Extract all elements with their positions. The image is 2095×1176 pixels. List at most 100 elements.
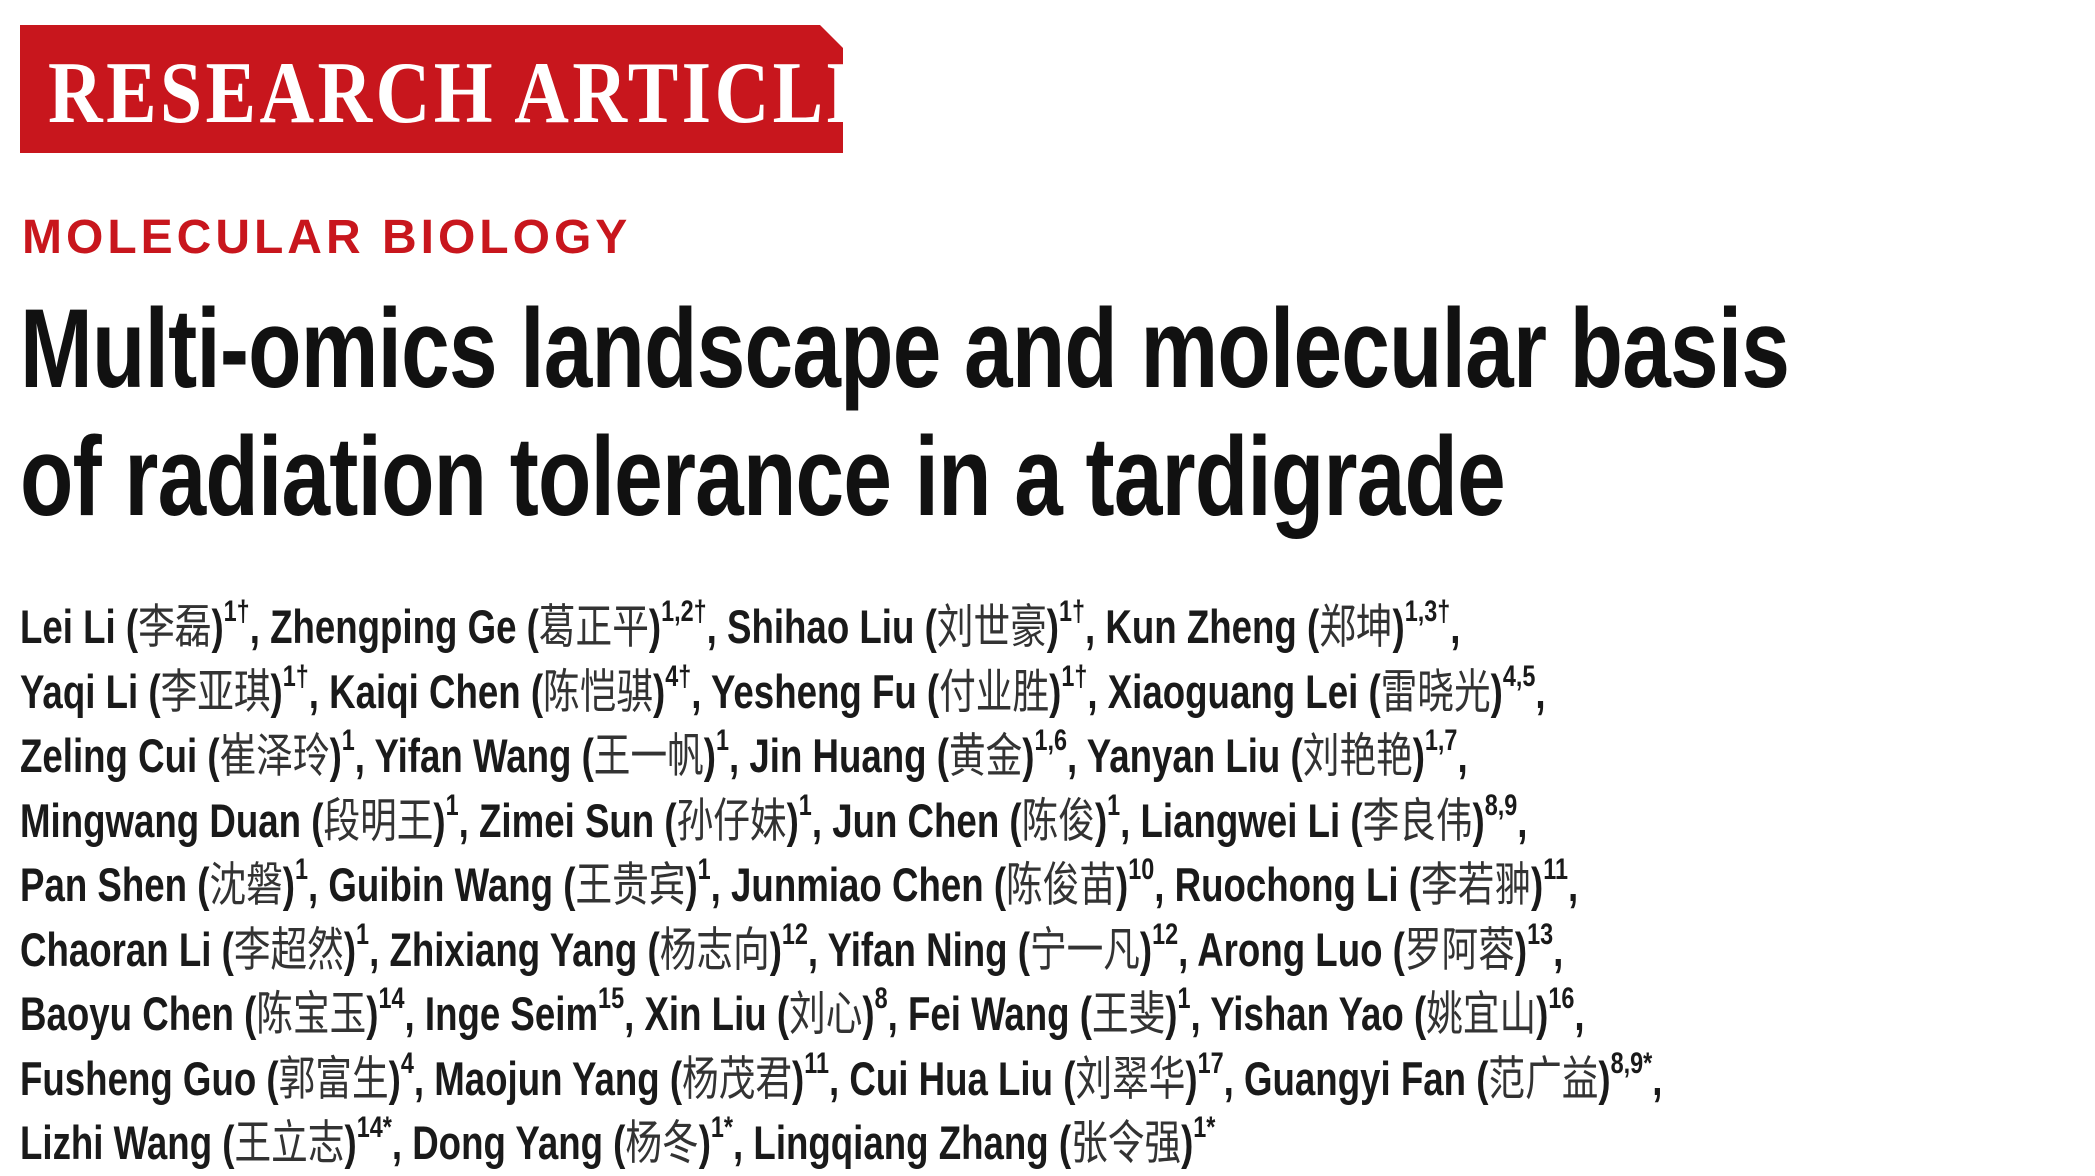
author: Zimei Sun (孙仔妹)1, xyxy=(479,788,833,847)
author-chinese-name: 刘艳艳 xyxy=(1302,729,1413,782)
affiliation-marker: 16 xyxy=(1548,982,1575,1015)
affiliation-marker: 1† xyxy=(1061,659,1088,693)
author-chinese-name: 陈俊苗 xyxy=(1006,858,1117,911)
affiliation-marker: 15 xyxy=(598,982,625,1015)
author-chinese-name: 刘心 xyxy=(789,987,863,1040)
affiliation-marker: 1 xyxy=(341,724,355,757)
author-name: Yanyan Liu xyxy=(1086,729,1281,782)
author: Pan Shen (沈磐)1, xyxy=(20,853,329,912)
author: Xiaoguang Lei (雷晓光)4,5, xyxy=(1107,659,1546,718)
author: Zhixiang Yang (杨志向)12, xyxy=(389,917,828,976)
author-name: Junmiao Chen xyxy=(731,858,984,911)
author: Zhengping Ge (葛正平)1,2†, xyxy=(270,595,728,654)
author-chinese-name: 陈恺骐 xyxy=(543,664,654,718)
affiliation-marker: 1† xyxy=(1058,595,1086,628)
affiliation-marker: 1* xyxy=(710,1111,734,1144)
author-name: Kun Zheng xyxy=(1105,600,1297,653)
affiliation-marker: 17 xyxy=(1197,1046,1224,1080)
article-type-banner: RESEARCH ARTICLE xyxy=(20,25,843,153)
author-chinese-name: 罗阿蓉 xyxy=(1404,922,1515,976)
author-name: Yifan Wang xyxy=(374,729,572,782)
author-chinese-name: 雷晓光 xyxy=(1380,664,1491,718)
author-chinese-name: 葛正平 xyxy=(538,600,649,653)
author-name: Maojun Yang xyxy=(434,1051,660,1105)
author: Lei Li (李磊)1†, xyxy=(20,595,271,654)
author: Liangwei Li (李良伟)8,9, xyxy=(1140,788,1528,847)
author-chinese-name: 付业胜 xyxy=(939,664,1050,718)
affiliation-marker: 4,5 xyxy=(1502,659,1536,693)
author-chinese-name: 杨志向 xyxy=(659,922,770,976)
author-name: Shihao Liu xyxy=(727,600,915,653)
author-chinese-name: 姚宜山 xyxy=(1426,987,1537,1040)
author: Yishan Yao (姚宜山)16, xyxy=(1210,982,1585,1041)
author-chinese-name: 沈磐 xyxy=(209,858,283,911)
author: Yifan Ning (宁一凡)12, xyxy=(827,917,1198,976)
author: Yifan Wang (王一帆)1, xyxy=(374,724,750,783)
affiliation-marker: 13 xyxy=(1527,917,1554,951)
author: Dong Yang (杨冬)1*, xyxy=(412,1111,754,1170)
author: Fusheng Guo (郭富生)4, xyxy=(20,1046,435,1105)
author-name: Arong Luo xyxy=(1197,922,1383,976)
article-type-label: RESEARCH ARTICLE xyxy=(48,45,881,142)
affiliation-marker: 1 xyxy=(1107,788,1121,822)
author: Guangyi Fan (范广益)8,9*, xyxy=(1244,1046,1663,1105)
author: Junmiao Chen (陈俊苗)10, xyxy=(731,853,1175,912)
author-line: Pan Shen (沈磐)1, Guibin Wang (王贵宾)1, Junm… xyxy=(20,853,1662,918)
author-name: Fusheng Guo xyxy=(20,1051,257,1105)
author-chinese-name: 张令强 xyxy=(1071,1116,1182,1169)
author-name: Yaqi Li xyxy=(20,664,139,718)
author-name: Zhixiang Yang xyxy=(389,922,638,976)
affiliation-marker: 1,7 xyxy=(1424,724,1458,757)
affiliation-marker: 1 xyxy=(715,724,729,757)
author-name: Fei Wang xyxy=(907,987,1070,1040)
author-chinese-name: 郑坤 xyxy=(1319,600,1393,653)
affiliation-marker: 1 xyxy=(445,788,459,822)
author: Guibin Wang (王贵宾)1, xyxy=(328,853,732,912)
affiliation-marker: 1* xyxy=(1193,1111,1216,1144)
affiliation-marker: 1 xyxy=(1177,982,1191,1015)
author: Maojun Yang (杨茂君)11, xyxy=(434,1046,850,1105)
affiliation-marker: 1,3† xyxy=(1404,595,1451,628)
author-name: Guangyi Fan xyxy=(1244,1051,1467,1105)
affiliation-marker: 1† xyxy=(223,595,250,628)
author: Fei Wang (王斐)1, xyxy=(907,982,1211,1041)
author-line: Fusheng Guo (郭富生)4, Maojun Yang (杨茂君)11,… xyxy=(20,1047,1662,1112)
author-name: Jin Huang xyxy=(749,729,927,782)
author-chinese-name: 王斐 xyxy=(1091,987,1166,1040)
author-chinese-name: 刘翠华 xyxy=(1075,1051,1186,1105)
author-name: Cui Hua Liu xyxy=(849,1051,1054,1105)
author: Yanyan Liu (刘艳艳)1,7, xyxy=(1086,724,1468,783)
author-chinese-name: 陈宝玉 xyxy=(256,987,367,1040)
author-name: Kaiqi Chen xyxy=(329,664,521,718)
author-chinese-name: 段明王 xyxy=(323,793,434,847)
author-name: Lizhi Wang xyxy=(20,1116,213,1169)
author-line: Baoyu Chen (陈宝玉)14, Inge Seim15, Xin Liu… xyxy=(20,982,1662,1047)
author: Mingwang Duan (段明王)1, xyxy=(20,788,480,847)
affiliation-marker: 11 xyxy=(1543,853,1568,886)
author-name: Inge Seim xyxy=(424,987,599,1040)
author: Kun Zheng (郑坤)1,3†, xyxy=(1105,595,1461,654)
author: Lizhi Wang (王立志)14*, xyxy=(20,1111,413,1170)
author-chinese-name: 孙仔妹 xyxy=(676,793,787,847)
title-line-1: Multi-omics landscape and molecular basi… xyxy=(20,286,1790,411)
author-name: Zeling Cui xyxy=(20,729,198,782)
author: Shihao Liu (刘世豪)1†, xyxy=(727,595,1106,654)
affiliation-marker: 1 xyxy=(356,917,370,951)
author: Baoyu Chen (陈宝玉)14, xyxy=(20,982,425,1041)
affiliation-marker: 1,6 xyxy=(1034,724,1068,757)
author-name: Xin Liu xyxy=(644,987,767,1040)
affiliation-marker: 11 xyxy=(804,1046,829,1080)
author: Cui Hua Liu (刘翠华)17, xyxy=(849,1046,1245,1105)
author-name: Xiaoguang Lei xyxy=(1107,664,1359,718)
author-name: Mingwang Duan xyxy=(20,793,302,847)
author-chinese-name: 王一帆 xyxy=(593,729,704,782)
affiliation-marker: 14 xyxy=(378,982,405,1015)
author-name: Yifan Ning xyxy=(827,922,1008,976)
author-line: Lei Li (李磊)1†, Zhengping Ge (葛正平)1,2†, S… xyxy=(20,595,1662,660)
title-line-2: of radiation tolerance in a tardigrade xyxy=(20,414,1506,539)
author: Yesheng Fu (付业胜)1†, xyxy=(710,659,1108,718)
author-name: Lei Li xyxy=(20,600,116,653)
author-name: Yesheng Fu xyxy=(710,664,917,718)
article-title: Multi-omics landscape and molecular basi… xyxy=(20,285,1790,541)
section-label: MOLECULAR BIOLOGY xyxy=(22,211,632,264)
